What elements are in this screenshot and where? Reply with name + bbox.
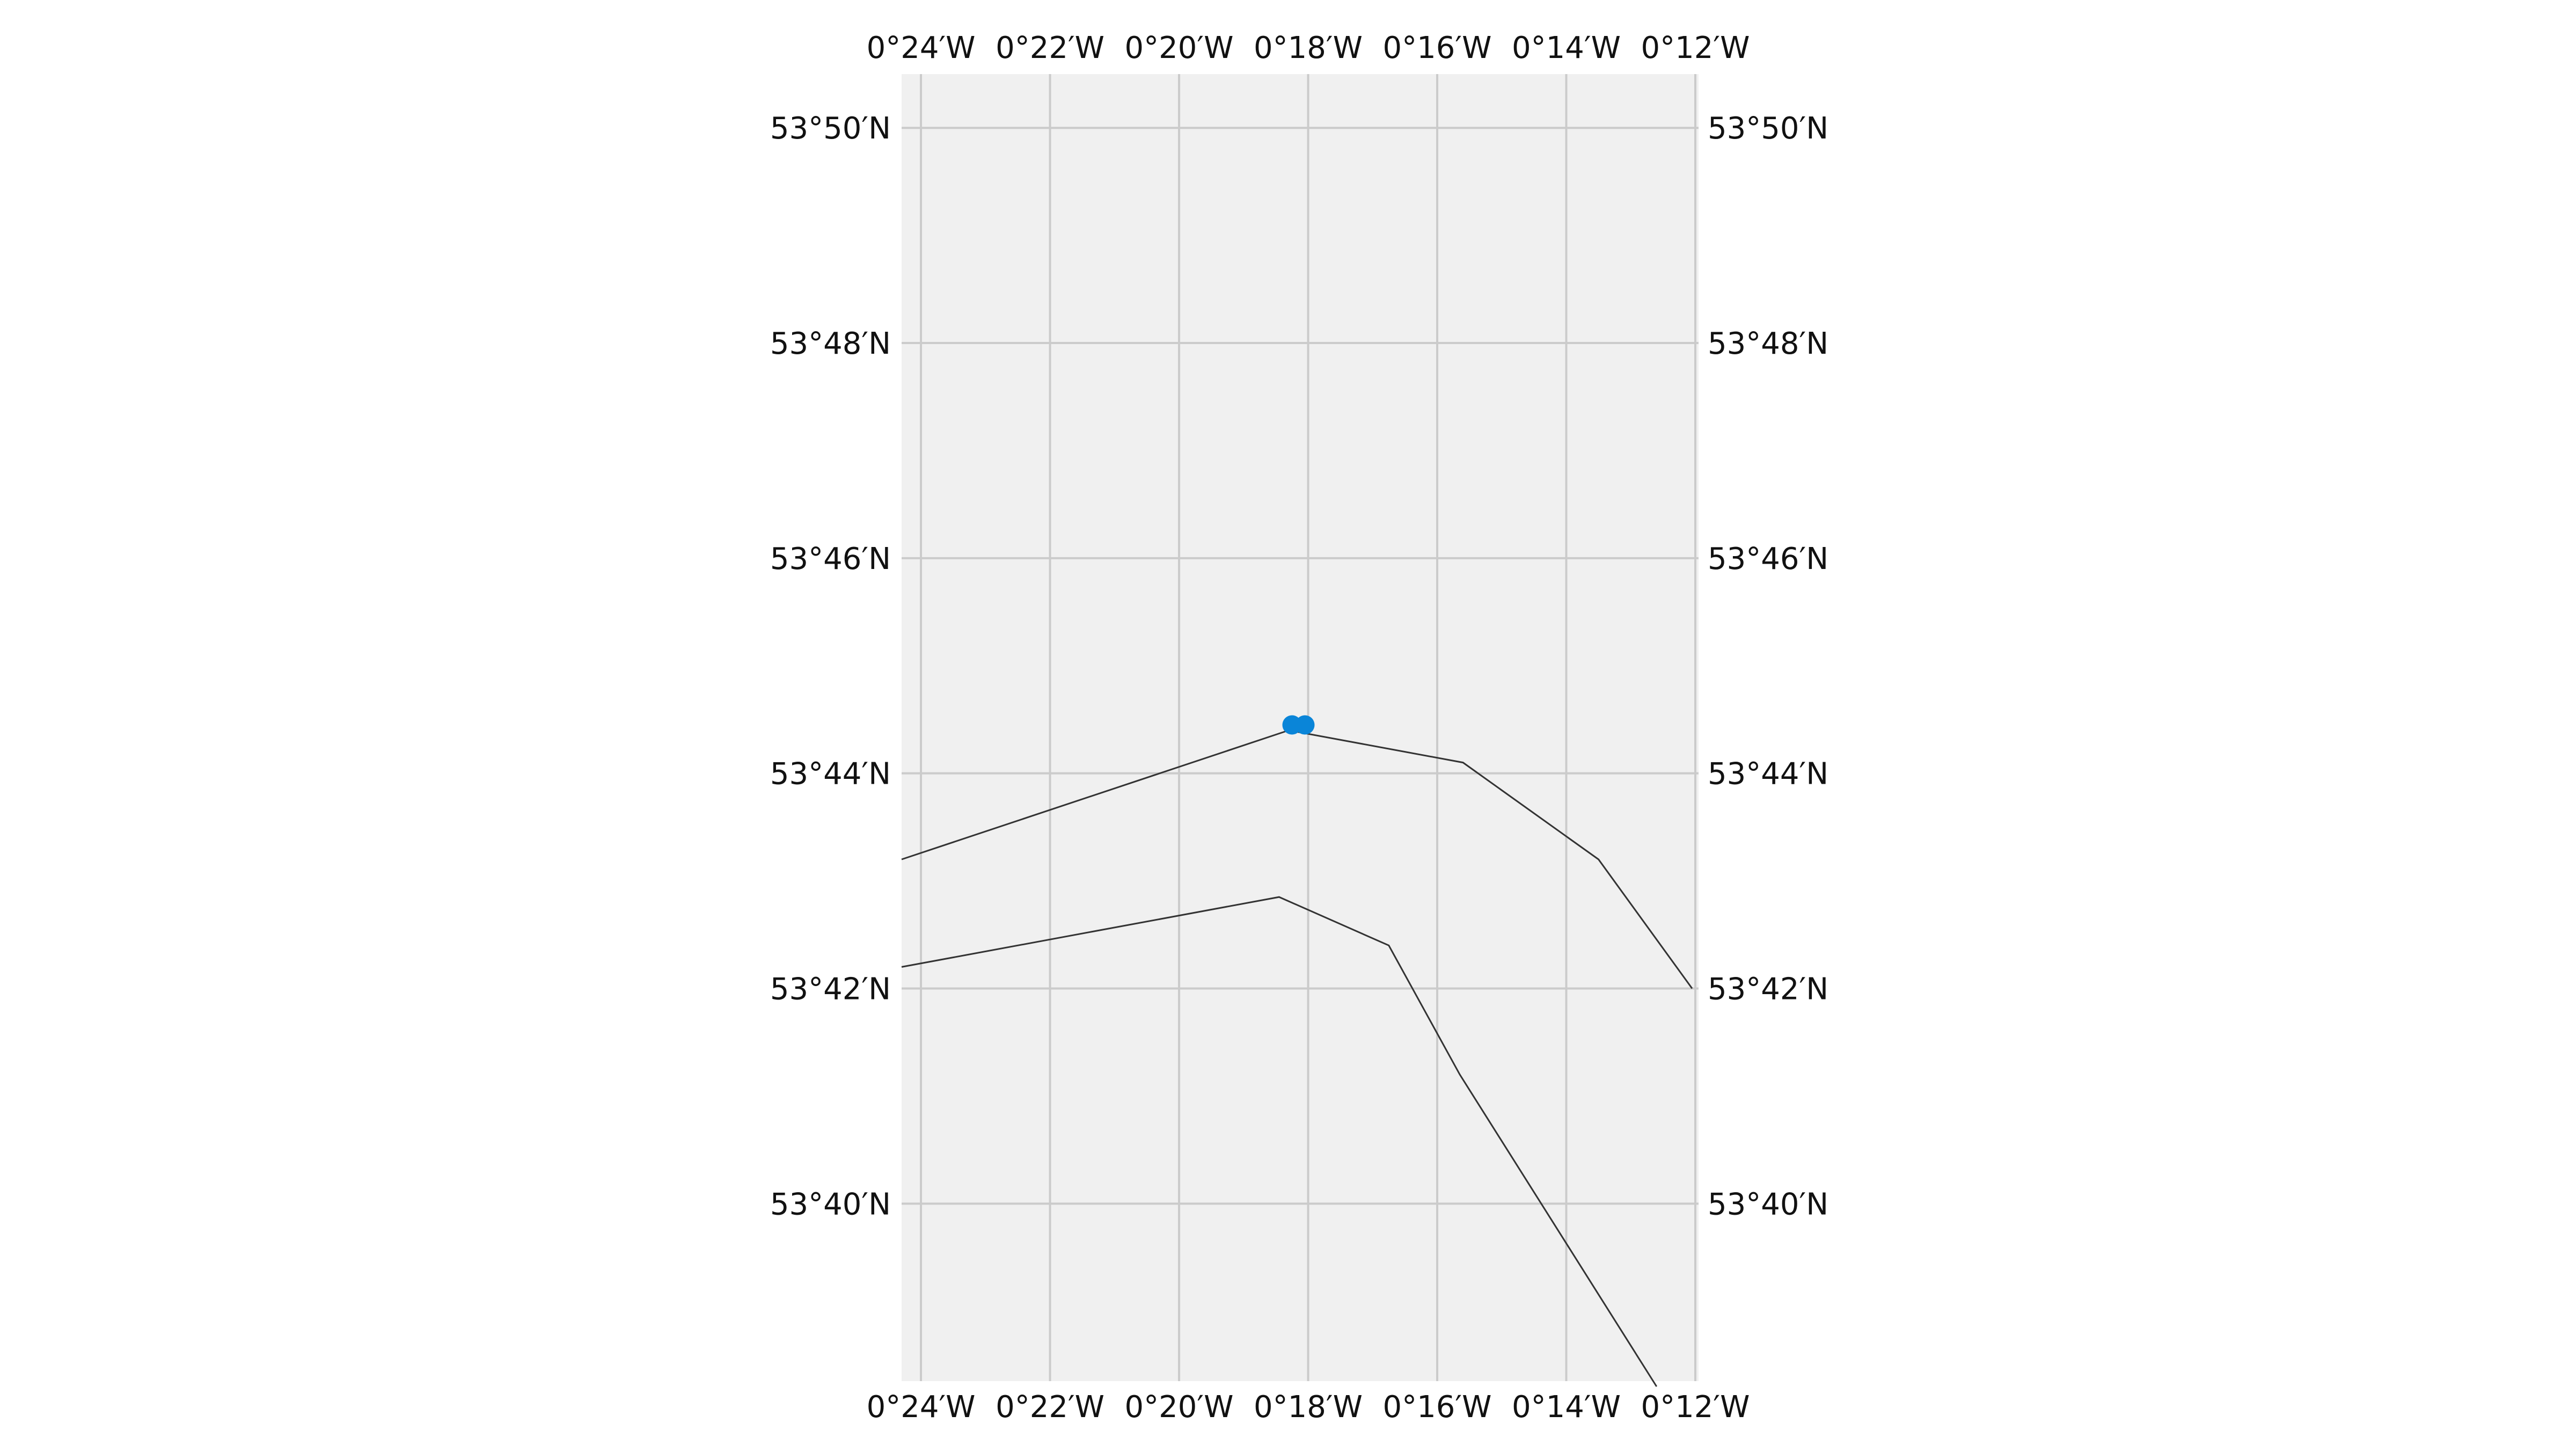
tick-label-lon-top: 0°12′W	[1641, 31, 1750, 65]
gridlines	[902, 74, 1699, 1381]
tick-label-lon-top: 0°20′W	[1125, 31, 1234, 65]
tick-label-lon-top: 0°14′W	[1512, 31, 1621, 65]
boundary-line-upper	[901, 729, 1693, 989]
tick-labels: 0°24′W 0°24′W 0°22′W 0°22′W 0°20′W 0°20′W 0°18…	[770, 31, 1828, 1425]
data-point	[1295, 715, 1315, 735]
tick-label-lat-left: 53°44′N	[770, 757, 891, 792]
tick-label-lon-top: 0°16′W	[1383, 31, 1492, 65]
tick-label-lat-right: 53°46′N	[1708, 542, 1828, 577]
tick-label-lon-top: 0°22′W	[996, 31, 1104, 65]
tick-label-lat-left: 53°40′N	[770, 1187, 891, 1222]
tick-label-lat-right: 53°40′N	[1708, 1187, 1828, 1222]
tick-label-lat-left: 53°50′N	[770, 111, 891, 146]
tick-label-lon-bottom: 0°22′W	[996, 1390, 1104, 1425]
tick-label-lon-bottom: 0°20′W	[1125, 1390, 1234, 1425]
boundary-line-lower	[901, 896, 1658, 1387]
tick-label-lon-bottom: 0°16′W	[1383, 1390, 1492, 1425]
data-points	[1282, 715, 1315, 735]
tick-label-lat-right: 53°50′N	[1708, 111, 1828, 146]
tick-label-lat-right: 53°44′N	[1708, 757, 1828, 792]
tick-label-lon-bottom: 0°12′W	[1641, 1390, 1750, 1425]
tick-label-lon-bottom: 0°24′W	[867, 1390, 976, 1425]
tick-label-lat-left: 53°46′N	[770, 542, 891, 577]
tick-label-lat-right: 53°42′N	[1708, 972, 1828, 1006]
tick-label-lon-top: 0°24′W	[867, 31, 976, 65]
tick-label-lat-left: 53°48′N	[770, 326, 891, 361]
tick-label-lon-bottom: 0°18′W	[1254, 1390, 1363, 1425]
boundary-lines	[901, 729, 1693, 1387]
tick-label-lat-right: 53°48′N	[1708, 326, 1828, 361]
tick-label-lat-left: 53°42′N	[770, 972, 891, 1006]
tick-label-lon-bottom: 0°14′W	[1512, 1390, 1621, 1425]
tick-label-lon-top: 0°18′W	[1254, 31, 1363, 65]
